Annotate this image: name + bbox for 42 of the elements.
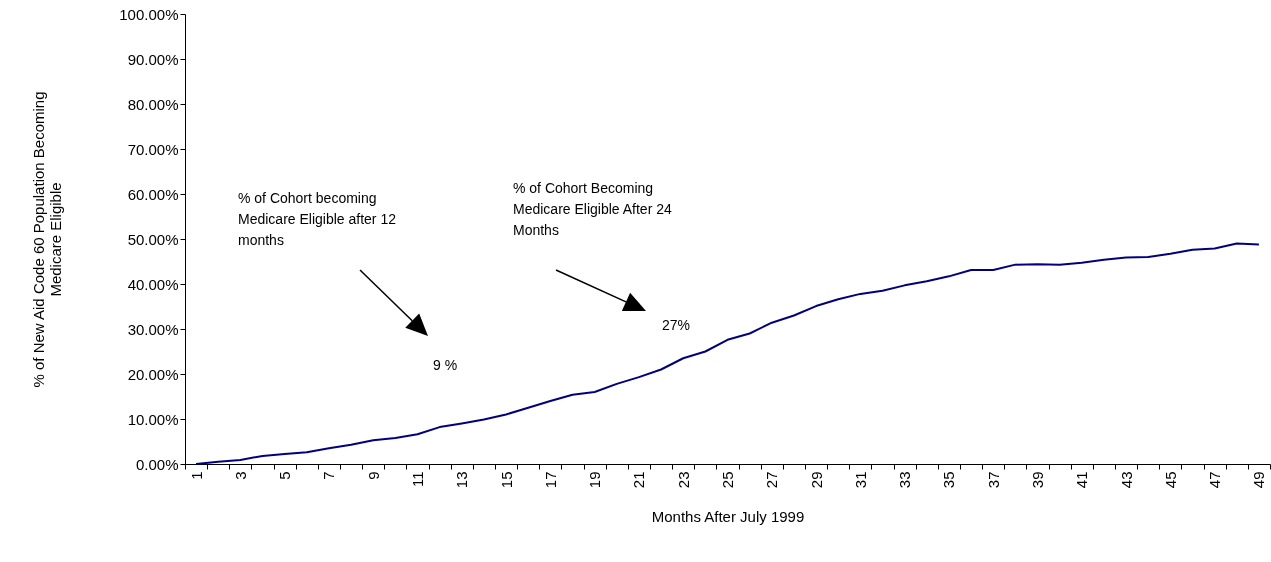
x-tick-label: 11 xyxy=(409,471,426,488)
x-tick-label: 33 xyxy=(896,471,914,489)
x-tick-label: 27 xyxy=(763,471,781,489)
x-tick-label: 3 xyxy=(231,471,249,480)
x-tick-label: 45 xyxy=(1161,471,1179,489)
x-axis-title: Months After July 1999 xyxy=(651,508,805,526)
x-tick-label: 39 xyxy=(1029,471,1046,489)
x-tick-label: 23 xyxy=(674,471,692,489)
x-tick-label: 13 xyxy=(453,471,471,489)
y-tick-label: 60.00% xyxy=(127,185,179,203)
x-tick-label: 31 xyxy=(851,471,869,489)
y-axis-title: % of New Aid Code 60 Population Becoming Medicare Eligible xyxy=(30,91,65,388)
x-tick-label: 19 xyxy=(586,471,604,489)
annotation: 27% xyxy=(662,316,691,335)
x-tick-label: 35 xyxy=(940,471,958,489)
x-tick-label: 9 xyxy=(364,471,382,480)
y-tick-label: 50.00% xyxy=(127,230,179,248)
annotation: 9 % xyxy=(433,356,458,375)
x-tick-label: 5 xyxy=(276,471,294,480)
x-tick-label: 47 xyxy=(1206,471,1224,489)
x-tick-label: 1 xyxy=(187,471,205,480)
x-tick-label: 43 xyxy=(1117,471,1135,489)
x-tick-label: 21 xyxy=(630,471,648,489)
annotation: % of Cohort Becoming Medicare Eligible After 24 Months xyxy=(513,179,673,240)
x-tick-label: 49 xyxy=(1250,471,1268,489)
y-tick-label: 100.00% xyxy=(119,5,179,23)
x-tick-label: 37 xyxy=(984,471,1002,489)
x-tick-label: 29 xyxy=(807,471,825,489)
y-tick-label: 0.00% xyxy=(135,455,179,473)
x-tick-label: 25 xyxy=(719,471,736,489)
x-tick-label: 17 xyxy=(541,471,559,489)
y-tick-label: 10.00% xyxy=(127,410,179,428)
y-tick-label: 80.00% xyxy=(127,95,179,113)
x-tick-label: 41 xyxy=(1073,471,1091,489)
y-tick-label: 20.00% xyxy=(127,365,179,383)
y-tick-label: 90.00% xyxy=(127,50,179,68)
y-tick-label: 30.00% xyxy=(127,320,179,338)
x-tick-label: 15 xyxy=(497,471,515,489)
x-tick-label: 7 xyxy=(320,471,338,480)
y-tick-label: 70.00% xyxy=(127,140,179,158)
y-tick-label: 40.00% xyxy=(127,275,179,293)
annotation: % of Cohort becoming Medicare Eligible after 12 months xyxy=(238,189,397,250)
